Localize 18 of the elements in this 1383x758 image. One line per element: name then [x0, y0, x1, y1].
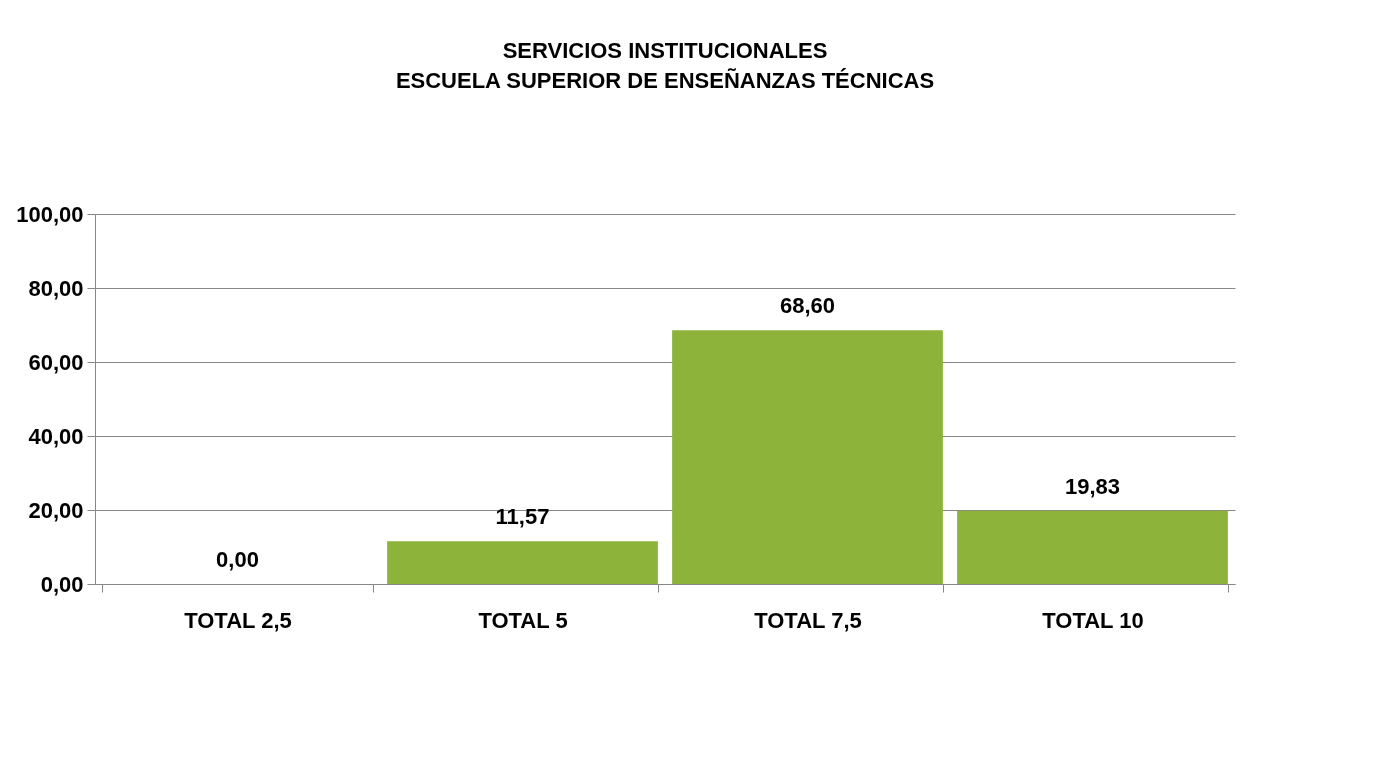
data-label: 11,57 — [495, 504, 550, 530]
chart-title: SERVICIOS INSTITUCIONALES ESCUELA SUPERIOR DE ENSEÑANZAS TÉCNICAS — [395, 38, 935, 93]
x-tick-label: TOTAL 10 — [1042, 607, 1144, 633]
x-tick-label: TOTAL 7,5 — [754, 607, 862, 633]
bar — [387, 541, 658, 584]
y-tick-label: 60,00 — [28, 349, 84, 375]
x-tick-label: TOTAL 5 — [478, 607, 568, 633]
y-tick-label: 40,00 — [28, 423, 84, 449]
bar — [672, 330, 943, 584]
x-tick-label: TOTAL 2,5 — [184, 607, 292, 633]
y-tick-label: 20,00 — [28, 497, 84, 523]
y-tick-label: 100,00 — [16, 201, 84, 227]
data-label: 19,83 — [1064, 473, 1121, 499]
bar — [957, 510, 1228, 584]
data-label: 0,00 — [216, 547, 259, 572]
data-label: 68,60 — [779, 293, 836, 319]
y-tick-label: 0,00 — [40, 571, 84, 597]
y-tick-label: 80,00 — [28, 275, 84, 301]
